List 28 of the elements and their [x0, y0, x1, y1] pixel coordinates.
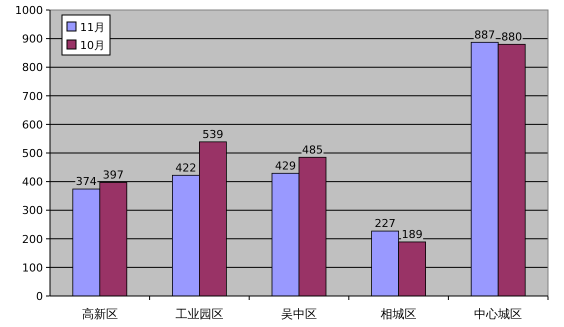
data-label: 485 [302, 143, 323, 156]
y-tick-label: 800 [22, 61, 43, 74]
y-tick-label: 400 [22, 176, 43, 189]
y-tick-label: 0 [36, 290, 43, 303]
data-label: 397 [102, 168, 124, 182]
y-tick-label: 100 [22, 261, 43, 274]
data-label: 880 [501, 30, 522, 44]
y-tick-label: 200 [22, 232, 43, 246]
y-tick-label: 900 [22, 32, 43, 46]
data-label: 422 [175, 161, 196, 174]
y-tick-label: 1000 [15, 4, 43, 17]
data-label: 227 [374, 217, 396, 230]
x-tick-label: 中心城区 [474, 307, 522, 321]
data-label: 374 [76, 175, 97, 188]
data-label: 539 [202, 128, 224, 141]
y-tick-label: 600 [22, 118, 43, 132]
y-tick-label: 700 [22, 90, 43, 103]
data-label: 429 [275, 159, 296, 172]
legend-label: 10月 [80, 39, 105, 52]
x-tick-label: 相城区 [380, 307, 417, 321]
y-tick-label: 300 [22, 204, 43, 218]
y-tick-label: 500 [22, 147, 43, 160]
data-label: 189 [402, 228, 423, 241]
x-tick-label: 工业园区 [175, 307, 224, 321]
x-tick-label: 高新区 [82, 307, 118, 321]
x-tick-label: 吴中区 [281, 307, 317, 321]
data-label: 887 [474, 28, 496, 42]
legend-label: 11月 [80, 21, 105, 34]
